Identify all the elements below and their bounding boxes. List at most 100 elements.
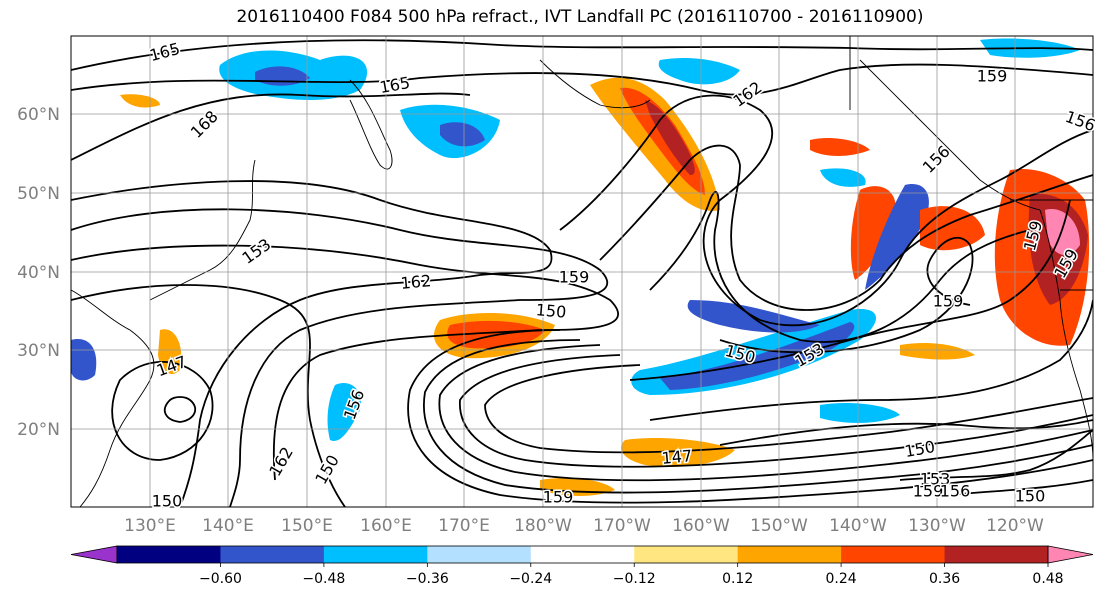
contour-label: 150 [1015,487,1046,506]
shading-positive [850,186,896,280]
contour-layer [71,39,1093,507]
longitude-label: 120°W [986,516,1044,536]
contour-line [599,144,1093,311]
shading-negative [865,184,929,290]
contour-line [71,92,471,161]
coastline-asia [149,159,256,301]
colorbar-swatch [737,546,842,563]
longitude-label: 160°E [360,516,412,536]
graticule [71,36,1093,507]
longitude-labels: 130°E 140°E 150°E 160°E 170°E 180°W 170°W 160°W… [124,516,1044,536]
contour-line [899,429,1093,481]
contour-line [407,329,1093,504]
shading-negative [660,322,855,390]
contour-line [719,236,974,354]
shading-positive [621,438,735,467]
contour-line [649,191,1031,343]
colorbar-tick-label: −0.48 [302,571,345,587]
shading-negative [658,58,740,85]
contour-label: 159 [543,488,574,507]
contour-label: 159 [933,292,964,311]
longitude-label: 150°E [281,516,333,536]
contour-label: 150 [152,492,183,511]
shading-positive [810,138,870,156]
contour-line [71,63,1093,96]
longitude-label: 180°W [514,516,572,536]
contour-line [71,180,553,507]
contour-line [719,419,1093,446]
colorbar: −0.60 −0.48 −0.36 −0.24 −0.12 0.12 0.24 0.36 0.4… [70,545,1094,587]
latitude-labels: 60°N 50°N 40°N 30°N 20°N [17,105,60,440]
colorbar-tick-label: 0.48 [1032,571,1063,587]
colorbar-swatch [841,546,946,563]
longitude-label: 160°W [672,516,730,536]
coastline-bering [539,59,651,109]
latitude-label: 30°N [17,341,60,361]
shading-negative [820,168,866,187]
contour-label: 150 [535,300,567,322]
colorbar-tick-label: −0.24 [509,571,552,587]
contour-line [459,354,1093,468]
colorbar-tick-label: 0.24 [826,571,857,587]
contour-label: 159 [913,482,944,501]
contour-label: 156 [940,482,971,501]
colorbar-swatch [530,546,635,563]
colorbar-extend-max [1047,545,1094,564]
colorbar-tick-label: −0.36 [406,571,449,587]
latitude-label: 50°N [17,184,60,204]
coastline-na [1039,209,1093,461]
colorbar-swatch [323,546,428,563]
contour-line [629,199,1071,381]
contour-line [484,364,1093,454]
map-content [71,36,1093,507]
contour-label: 153 [920,470,951,489]
latitude-label: 20°N [17,420,60,440]
shading-positive [1045,209,1080,256]
longitude-label: 140°W [829,516,887,536]
longitude-label: 150°W [750,516,808,536]
contour-line [71,244,619,481]
latitude-label: 40°N [17,263,60,283]
colorbar-frame [116,545,1049,564]
colorbar-swatch [117,546,221,563]
map-frame [70,35,1094,508]
longitude-label: 140°E [202,516,254,536]
contour-line [71,208,609,507]
shading-positive [900,343,975,360]
shading-negative [820,403,900,423]
shading-positive [645,100,695,175]
shading-negative [71,339,97,381]
contour-label: 159 [559,268,590,287]
contour-line [949,479,1093,496]
shading-layer [71,38,1090,496]
contour-line [559,94,1093,327]
contour-line [649,299,1093,421]
colorbar-swatch [220,546,325,563]
colorbar-swatch [634,546,739,563]
shading-negative [440,122,485,147]
contour-label: 159 [977,67,1008,86]
colorbar-tick-label: 0.36 [929,571,960,587]
contour-line [438,344,1093,482]
contour-line [71,39,1093,71]
coastline-alaska [859,59,1041,211]
colorbar-swatch [427,546,532,563]
longitude-label: 170°W [593,516,651,536]
colorbar-tick-label: −0.60 [199,571,242,587]
colorbar-tick-label: 0.12 [722,571,753,587]
longitude-label: 130°E [124,516,176,536]
colorbar-tick-label: −0.12 [613,571,656,587]
coastline-kamchatka [349,79,393,170]
contour-label: 147 [661,446,693,468]
contour-line [423,339,1093,494]
colorbar-swatch [944,546,1049,563]
map-title: 2016110400 F084 500 hPa refract., IVT La… [236,7,924,27]
longitude-label: 130°W [908,516,966,536]
shading-negative [327,382,361,441]
contour-line [163,396,197,423]
latitude-label: 60°N [17,105,60,125]
contour-label: 162 [400,271,432,293]
colorbar-extend-min [70,545,118,564]
longitude-label: 170°E [438,516,490,536]
